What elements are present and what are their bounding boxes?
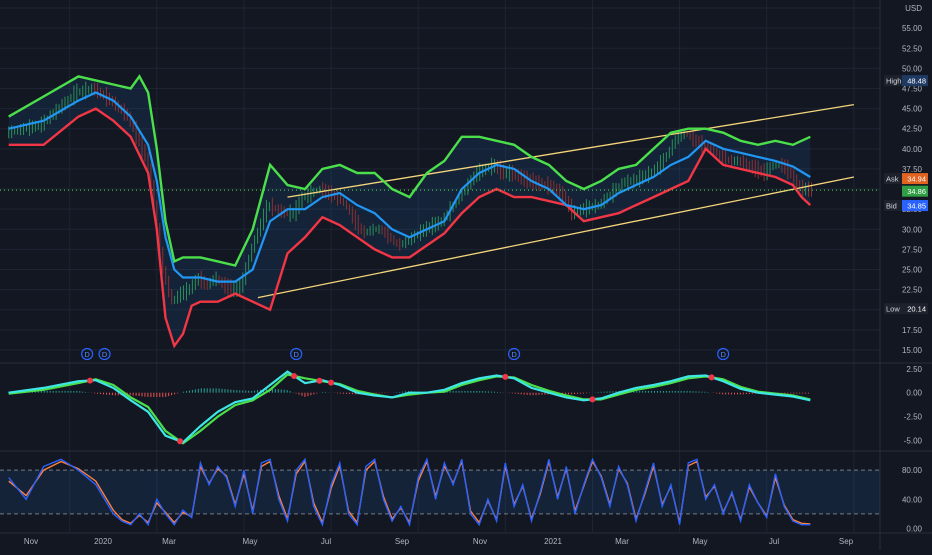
bid-tag-label: Bid	[886, 202, 897, 211]
crossover-dot	[502, 373, 509, 380]
price-tick-label: 45.00	[902, 105, 923, 114]
dividend-marker: D	[507, 347, 521, 361]
low-tag-label: Low	[886, 305, 900, 314]
price-tick-label: 22.50	[902, 286, 923, 295]
dividend-marker: D	[717, 347, 730, 361]
oscillator-tick-label: -5.00	[904, 436, 923, 445]
crossover-dot	[291, 372, 298, 379]
dividend-circle	[717, 347, 730, 361]
last-tag: 34.86	[902, 185, 928, 197]
upper-band-line	[8, 74, 811, 267]
last-tag-value: 34.86	[907, 187, 926, 196]
price-tick-label: 55.00	[902, 24, 923, 33]
dividend-label: D	[102, 350, 108, 359]
crossover-dot	[708, 374, 715, 381]
ask-tag: Ask 34.94	[884, 173, 928, 185]
dividend-marker: D	[81, 347, 94, 361]
crossover-dot	[177, 438, 184, 445]
crossover-dot	[328, 379, 335, 386]
oscillator-tick-label: 2.50	[906, 365, 922, 374]
price-tick-label: 50.00	[902, 64, 923, 73]
time-tick-label: Jul	[321, 537, 331, 546]
crossover-dot	[589, 396, 596, 403]
low-tag-label-bg	[884, 303, 902, 315]
time-tick-label: May	[692, 537, 707, 546]
time-tick-label: May	[242, 537, 257, 546]
oscillator-slow-line	[8, 373, 811, 445]
time-tick-label: 2020	[94, 537, 112, 546]
dividend-circle	[98, 347, 111, 361]
time-tick-label: Jul	[769, 537, 779, 546]
stochastic-tick-label: 0.00	[906, 524, 922, 533]
low-tag-value: 20.14	[907, 305, 926, 314]
last-tag-value-bg	[902, 185, 928, 197]
moving-average-line	[8, 91, 811, 283]
dividend-label: D	[720, 350, 726, 359]
high-tag-label: High	[886, 77, 901, 86]
oscillator-fast-line	[8, 370, 811, 444]
lower-band-line	[8, 107, 812, 349]
dividend-marker: D	[98, 347, 111, 361]
price-tick-label: 17.50	[902, 326, 923, 335]
price-tick-label: 15.00	[902, 346, 923, 355]
high-tag-label-bg	[884, 75, 902, 87]
time-tick-label: Mar	[162, 537, 176, 546]
ask-tag-label-bg	[884, 173, 902, 185]
price-tick-label: 42.50	[902, 125, 923, 134]
bid-tag-value-bg	[902, 200, 928, 212]
crossover-dots	[87, 372, 715, 445]
time-tick-label: Nov	[24, 537, 38, 546]
dividend-circle	[81, 347, 94, 361]
low-tag: Low 20.14	[884, 303, 928, 315]
grid-lines	[0, 0, 880, 532]
high-tag: High 48.48	[884, 75, 928, 87]
dividend-label: D	[294, 350, 300, 359]
high-tag-value: 48.48	[907, 77, 926, 86]
bid-tag: Bid 34.85	[884, 200, 928, 212]
price-tick-label: 27.50	[902, 245, 923, 254]
bid-tag-value: 34.85	[907, 202, 926, 211]
dividend-label: D	[511, 350, 517, 359]
time-tick-label: 2021	[544, 537, 562, 546]
dividend-circle	[507, 347, 521, 361]
dividend-marker: D	[290, 347, 303, 361]
time-tick-label: Mar	[615, 537, 629, 546]
price-tick-label: 30.00	[902, 225, 923, 234]
stochastic-k-line	[8, 457, 811, 527]
time-tick-label: Sep	[839, 537, 854, 546]
time-axis: Nov 2020 Mar May Jul Sep Nov 2021 Mar May Jul Sep	[24, 537, 854, 546]
price-tick-label: 40.00	[902, 145, 923, 154]
dividend-label: D	[84, 350, 90, 359]
price-tick-label: 37.50	[902, 165, 923, 174]
ask-tag-value-bg	[902, 173, 928, 185]
dividend-circle	[290, 347, 303, 361]
stochastic-tick-label: 40.00	[902, 495, 923, 504]
bid-tag-label-bg	[884, 200, 902, 212]
low-tag-value-bg	[902, 303, 928, 315]
time-tick-label: Sep	[395, 537, 410, 546]
price-tick-label: 25.00	[902, 265, 923, 274]
stochastic-tick-label: 80.00	[902, 466, 923, 475]
price-tick-label: 47.50	[902, 84, 923, 93]
band-fill	[8, 76, 811, 346]
price-tick-label: 52.50	[902, 44, 923, 53]
stochastic-band	[0, 470, 880, 514]
high-tag-value-bg	[902, 75, 928, 87]
crossover-dot	[87, 377, 94, 384]
oscillator-tick-label: 0.00	[906, 389, 922, 398]
crossover-dot	[316, 377, 323, 384]
time-tick-label: Nov	[473, 537, 487, 546]
ask-tag-label: Ask	[886, 175, 899, 184]
channel-lower-line	[257, 176, 855, 299]
channel-upper-line	[287, 103, 855, 198]
ask-tag-value: 34.94	[907, 175, 926, 184]
oscillator-tick-label: -2.50	[904, 413, 923, 422]
currency-label: USD	[905, 4, 922, 13]
